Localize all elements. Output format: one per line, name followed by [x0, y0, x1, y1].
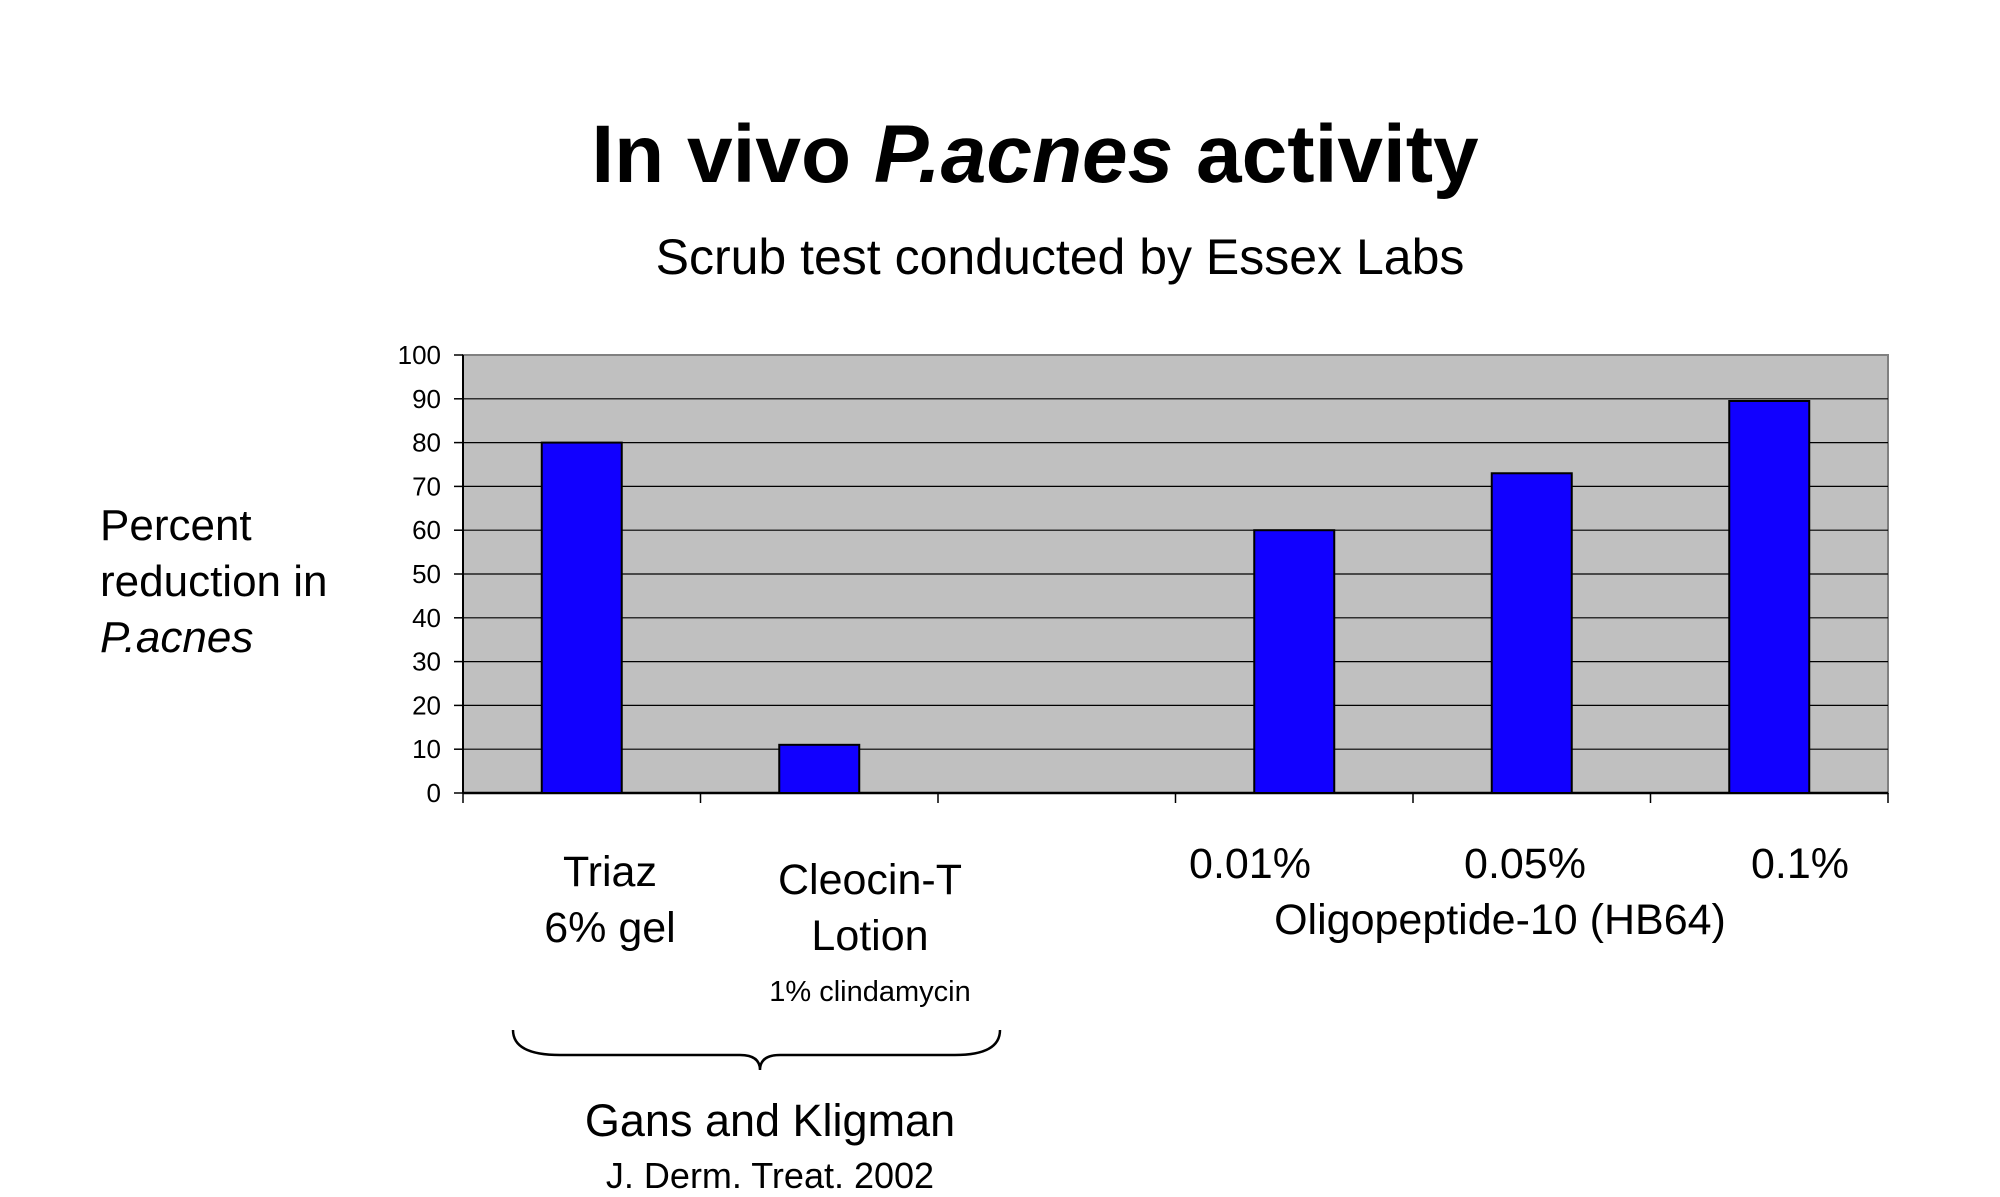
category-label-001: 0.01% — [1189, 840, 1311, 888]
title-italic-text: P.acnes — [873, 109, 1174, 200]
y-tick-label: 20 — [412, 690, 441, 720]
bar — [778, 743, 861, 795]
chart-subtitle: Scrub test conducted by Essex Labs — [655, 229, 1465, 285]
category-label-triaz: Triaz 6% gel — [510, 844, 710, 956]
y-tick-label: 30 — [412, 647, 441, 677]
category-group-label: Oligopeptide-10 (HB64) — [1274, 896, 1726, 944]
category-label-cleocin: Cleocin-T Lotion 1% clindamycin — [740, 852, 1000, 1020]
category-label-005: 0.05% — [1464, 840, 1586, 888]
y-tick-label: 70 — [412, 471, 441, 501]
chart-title: In vivo P.acnes activity — [0, 108, 2000, 202]
reference-journal: J. Derm. Treat. 2002 — [605, 1155, 935, 1196]
bar — [1253, 529, 1336, 794]
category-label-01: 0.1% — [1750, 840, 1849, 888]
y-tick-label: 80 — [412, 428, 441, 458]
title-text: In vivo — [591, 109, 874, 200]
y-axis-label: Percent reduction in P.acnes — [100, 498, 327, 666]
y-tick-label: 0 — [427, 778, 441, 808]
title-text-end: activity — [1173, 109, 1479, 200]
y-axis-label-line3: P.acnes — [100, 613, 254, 662]
bar — [1490, 472, 1573, 794]
y-tick-label: 10 — [412, 734, 441, 764]
y-axis-label-line1: Percent — [100, 501, 252, 550]
y-tick-label: 90 — [412, 384, 441, 414]
category-label-note: 1% clindamycin — [769, 976, 971, 1008]
y-tick-label: 60 — [412, 515, 441, 545]
category-label-line: Lotion — [811, 912, 929, 960]
bar — [1728, 399, 1811, 794]
bar — [540, 441, 623, 794]
y-tick-label: 40 — [412, 603, 441, 633]
y-tick-label: 100 — [398, 340, 441, 370]
y-axis-label-line2: reduction in — [100, 557, 328, 606]
category-label-line: Triaz — [563, 848, 657, 896]
y-tick-label: 50 — [412, 559, 441, 589]
category-label-line: Cleocin-T — [778, 856, 962, 904]
reference-authors: Gans and Kligman — [584, 1095, 956, 1146]
category-label-line: 6% gel — [544, 904, 676, 952]
